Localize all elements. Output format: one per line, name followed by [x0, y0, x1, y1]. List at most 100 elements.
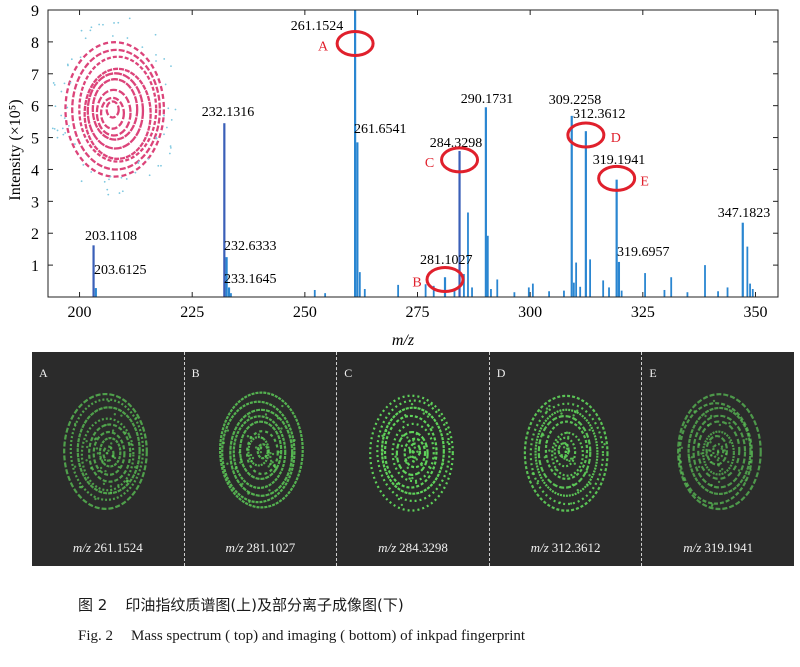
spectrum-peak	[615, 179, 618, 297]
print-speck	[247, 415, 250, 418]
print-speck	[586, 484, 589, 487]
x-tick-label: 325	[631, 304, 655, 321]
peak-label: 261.6541	[354, 122, 407, 137]
print-speck	[738, 469, 741, 472]
print-speck	[238, 461, 242, 464]
y-tick-label: 4	[31, 162, 39, 179]
spectrum-peak-minor	[358, 272, 361, 297]
peak-label: 319.1941	[593, 153, 646, 168]
print-speck	[441, 462, 445, 465]
print-speck	[412, 459, 415, 463]
print-speck	[531, 472, 534, 475]
spectrum-peak	[356, 142, 359, 297]
inset-speck	[60, 90, 63, 93]
print-speck	[396, 482, 399, 486]
print-speck	[394, 455, 397, 458]
peak-label: 309.2258	[549, 93, 602, 108]
print-speck	[408, 477, 412, 480]
print-speck	[73, 465, 77, 468]
print-speck	[545, 407, 548, 410]
inset-speck	[82, 164, 85, 166]
print-ridge	[69, 398, 145, 501]
print-speck	[416, 450, 419, 453]
spectrum-peak	[741, 222, 744, 297]
spectrum-peak	[443, 277, 447, 297]
inset-speck	[111, 35, 114, 37]
print-speck	[277, 450, 280, 454]
print-speck	[90, 467, 93, 470]
spectrum-peak-minor	[363, 289, 366, 297]
print-ridge	[391, 422, 435, 483]
print-speck	[240, 482, 244, 486]
print-speck	[558, 501, 561, 504]
annotation-circle	[597, 164, 637, 192]
spectrum-peak-minor	[467, 212, 469, 297]
y-tick-label: 7	[31, 67, 39, 84]
spectrum-peak	[354, 10, 357, 297]
fingerprint-image	[63, 392, 148, 510]
figure-caption-chinese: 图 2 印油指纹质谱图(上)及部分离子成像图(下)	[78, 594, 404, 615]
spectrum-peak-minor	[486, 235, 489, 297]
spectrum-peak-minor	[572, 282, 575, 297]
peak-label: 281.1027	[420, 253, 473, 268]
print-speck	[415, 458, 419, 461]
print-ridge	[544, 420, 588, 480]
print-speck	[588, 482, 592, 485]
print-speck	[268, 455, 272, 459]
print-speck	[419, 451, 422, 455]
annotation-circle	[440, 146, 480, 174]
spectrum-peak-minor	[717, 291, 719, 297]
fingerprint-image	[523, 394, 609, 512]
spectrum-peak-minor	[313, 289, 316, 297]
print-speck	[433, 456, 437, 459]
print-speck	[412, 439, 415, 442]
print-speck	[700, 452, 704, 455]
print-speck	[727, 460, 730, 464]
print-speck	[250, 460, 253, 463]
print-speck	[113, 456, 117, 460]
print-speck	[717, 450, 720, 454]
inset-speck	[155, 137, 158, 140]
inset-speck	[118, 192, 121, 194]
print-speck	[705, 453, 708, 457]
spectrum-axes: 200 225 250 275 300 325 350 1 2 3 4 5 6 7 8 9	[31, 3, 779, 321]
inset-speck	[66, 106, 69, 109]
print-speck	[543, 456, 546, 459]
spectrum-peaks: 203.1108 203.6125 232.1316 232.6333 233.1645…	[85, 10, 770, 297]
print-speck	[271, 452, 274, 456]
x-tick-label: 250	[293, 304, 317, 321]
print-ridge	[220, 400, 296, 504]
inset-speck	[51, 127, 54, 130]
print-ridge	[88, 423, 132, 483]
x-tick-label: 350	[743, 304, 767, 321]
print-ridge	[80, 417, 135, 492]
print-speck	[721, 447, 724, 450]
print-speck	[723, 449, 727, 452]
print-speck	[279, 427, 283, 430]
panel-mz-label: m/z 312.3612	[490, 540, 642, 556]
print-speck	[278, 455, 282, 459]
figure-caption-english: Fig. 2 Mass spectrum ( top) and imaging (…	[78, 628, 525, 645]
print-speck	[401, 434, 404, 437]
print-speck	[545, 410, 548, 413]
print-ridge	[687, 406, 752, 496]
print-speck	[234, 467, 237, 470]
annotation-letter: E	[640, 174, 649, 189]
peak-label: 203.1108	[85, 229, 137, 244]
inset-speck	[128, 17, 131, 20]
inset-ridge	[71, 48, 161, 171]
spectrum-peak-minor	[496, 279, 499, 297]
print-speck	[721, 468, 724, 471]
print-speck	[113, 413, 117, 416]
annotation-circle	[566, 121, 606, 149]
print-speck	[267, 489, 271, 492]
print-speck	[678, 458, 681, 461]
inset-speck	[160, 164, 162, 167]
print-speck	[105, 451, 109, 455]
print-speck	[238, 451, 241, 454]
print-speck	[264, 454, 267, 458]
print-speck	[744, 479, 748, 482]
